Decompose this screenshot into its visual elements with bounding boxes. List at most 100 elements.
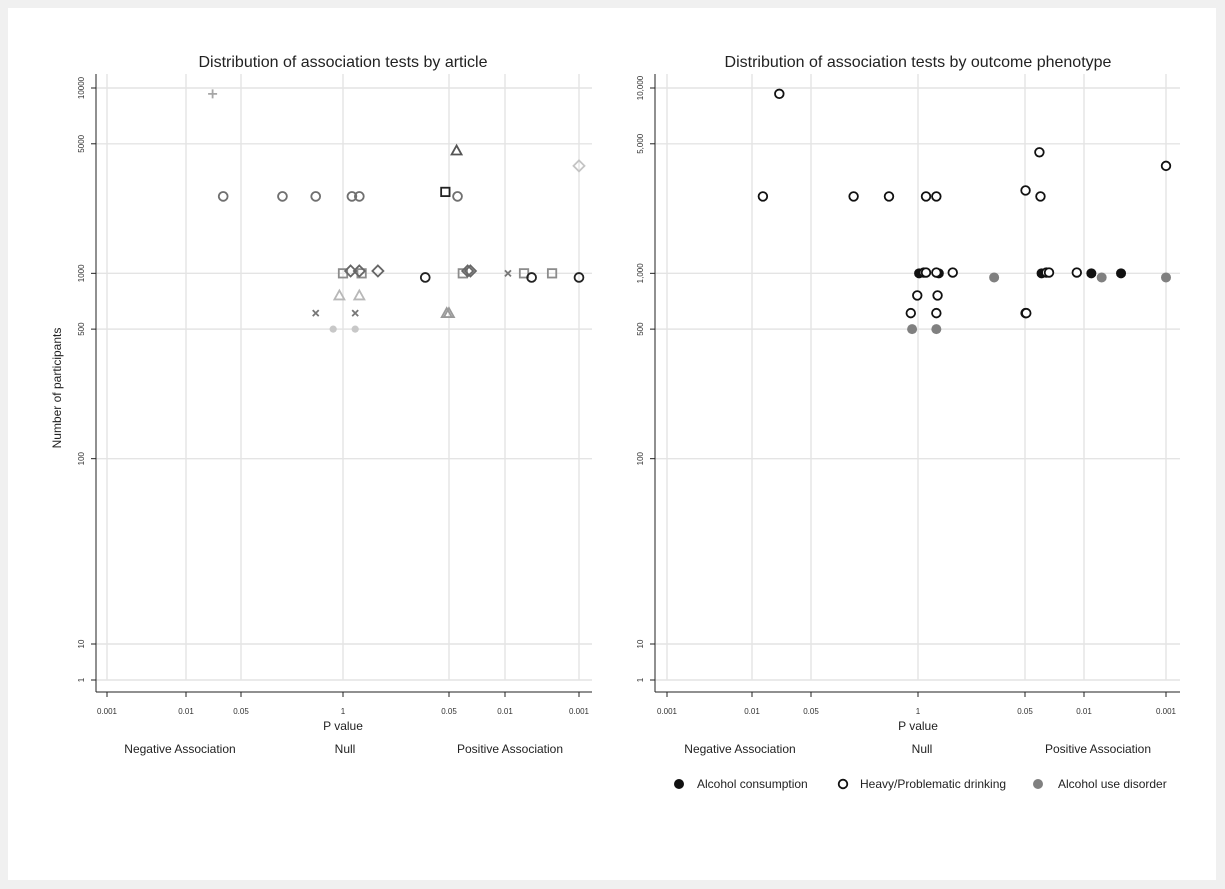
left-x-tick-label: 0.01 <box>497 707 513 716</box>
left-point <box>352 264 367 278</box>
left-point <box>208 89 218 99</box>
left-region-null: Null <box>335 742 356 756</box>
right-y-tick-label: 10 <box>636 639 645 648</box>
right-region-null: Null <box>912 742 933 756</box>
left-point <box>573 272 585 283</box>
left-point <box>352 288 366 301</box>
right-point <box>912 290 923 301</box>
right-y-tick-label: 5,000 <box>636 133 645 154</box>
left-x-axis-label: P value <box>323 719 363 733</box>
left-point <box>572 159 586 173</box>
left-x-tick-label: 0.01 <box>178 707 194 716</box>
right-point <box>989 272 1000 283</box>
right-y-tick-label: 100 <box>636 451 645 465</box>
left-point <box>312 309 320 317</box>
left-chart-title: Distribution of association tests by art… <box>198 54 487 71</box>
left-point <box>343 264 358 278</box>
right-point <box>920 267 932 278</box>
left-point <box>277 191 288 202</box>
left-point <box>332 288 346 301</box>
right-x-tick-label: 0.05 <box>1017 707 1033 716</box>
left-x-tick-label: 0.001 <box>569 707 590 716</box>
left-region-positive: Positive Association <box>457 742 563 756</box>
left-point <box>351 325 359 333</box>
figure-panel <box>8 8 1216 880</box>
right-point <box>947 267 958 278</box>
right-point <box>931 267 942 278</box>
left-point <box>526 272 537 283</box>
right-x-tick-label: 0.01 <box>1076 707 1092 716</box>
legend-label-alcohol-use-disorder: Alcohol use disorder <box>1058 777 1167 791</box>
right-point <box>1071 267 1082 278</box>
left-y-tick-label: 500 <box>77 322 86 336</box>
legend-marker-alcohol-use-disorder <box>1033 779 1043 789</box>
left-point <box>419 272 431 283</box>
left-point <box>371 264 385 278</box>
right-point <box>920 191 932 202</box>
right-point <box>931 307 942 319</box>
left-x-tick-label: 1 <box>341 707 346 716</box>
right-x-tick-label: 1 <box>916 707 921 716</box>
right-point <box>1160 160 1172 172</box>
left-x-tick-label: 0.001 <box>97 707 118 716</box>
left-point <box>504 269 512 277</box>
right-y-tick-label: 1 <box>636 677 645 682</box>
left-point <box>460 264 475 278</box>
right-point <box>931 324 942 335</box>
right-point <box>905 307 916 319</box>
right-point <box>1034 147 1045 158</box>
left-point <box>450 143 464 156</box>
right-x-tick-label: 0.001 <box>1156 707 1177 716</box>
left-point <box>546 268 558 279</box>
left-point <box>440 186 451 198</box>
right-chart-title: Distribution of association tests by out… <box>725 54 1112 71</box>
left-point <box>518 268 530 279</box>
right-point <box>1043 267 1055 278</box>
right-point <box>774 88 785 100</box>
left-y-tick-label: 1 <box>77 677 86 682</box>
left-x-tick-label: 0.05 <box>441 707 457 716</box>
right-point <box>1021 307 1032 319</box>
left-point <box>351 309 359 317</box>
right-x-tick-label: 0.05 <box>803 707 819 716</box>
left-y-tick-label: 100 <box>77 451 86 465</box>
legend-marker-heavy-problematic-drinking <box>837 778 849 790</box>
left-y-tick-label: 5000 <box>77 134 86 152</box>
right-point <box>1020 185 1031 196</box>
left-point <box>310 191 322 202</box>
legend-label-alcohol-consumption: Alcohol consumption <box>697 777 808 791</box>
left-point <box>217 191 229 202</box>
left-point <box>346 191 358 202</box>
left-x-tick-label: 0.05 <box>233 707 249 716</box>
right-point <box>1116 268 1127 279</box>
right-point <box>1086 268 1097 279</box>
right-point <box>1096 272 1107 283</box>
left-y-tick-label: 1000 <box>77 264 86 282</box>
right-point <box>1035 191 1046 202</box>
right-point <box>848 191 859 202</box>
right-point <box>931 191 942 202</box>
right-y-tick-label: 10,000 <box>636 75 645 100</box>
right-point <box>1161 272 1171 283</box>
right-region-negative: Negative Association <box>684 742 795 756</box>
right-point <box>757 191 769 202</box>
legend-marker-alcohol-consumption <box>674 779 684 789</box>
right-point <box>883 191 895 202</box>
left-region-negative: Negative Association <box>124 742 235 756</box>
right-y-tick-label: 1,000 <box>636 263 645 284</box>
legend-label-heavy-problematic-drinking: Heavy/Problematic drinking <box>860 777 1006 791</box>
right-x-axis-label: P value <box>898 719 938 733</box>
left-point <box>442 306 456 319</box>
left-point <box>354 191 365 202</box>
plot-layer: 1 10 100 500 1000 5000 10000 0.001 0.01 0.05 1 0.05… <box>77 74 1180 716</box>
right-point <box>932 290 943 301</box>
right-point <box>907 324 918 335</box>
right-x-tick-label: 0.001 <box>657 707 678 716</box>
left-point <box>452 191 463 202</box>
right-x-tick-label: 0.01 <box>744 707 760 716</box>
right-region-positive: Positive Association <box>1045 742 1151 756</box>
legend: Alcohol consumption Heavy/Problematic dr… <box>674 777 1167 791</box>
right-y-tick-label: 500 <box>636 322 645 336</box>
